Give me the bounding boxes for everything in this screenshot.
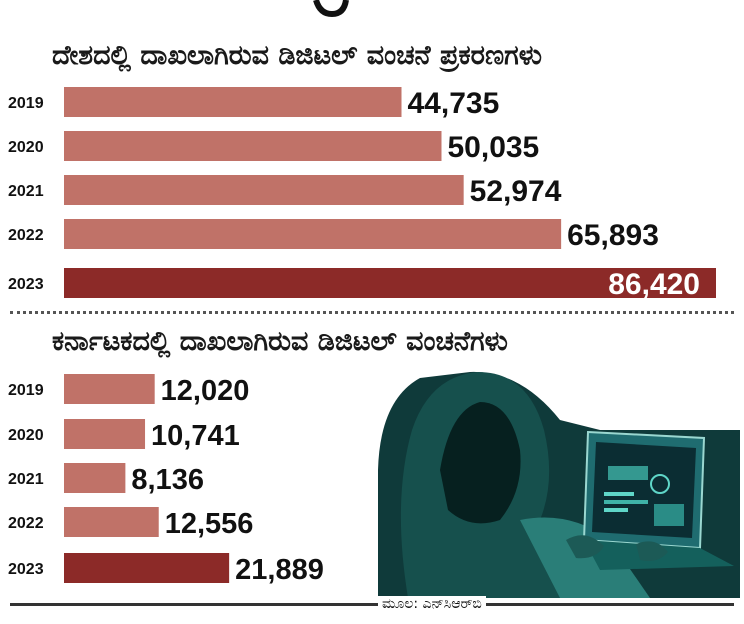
year-tick-label: 2023 — [8, 561, 44, 578]
national-chart-title: ದೇಶದಲ್ಲಿ ದಾಖಲಾಗಿರುವ ಡಿಜಿಟಲ್ ವಂಚನೆ ಪ್ರಕರಣ… — [52, 40, 542, 71]
laptop — [582, 430, 734, 570]
bar-2021 — [64, 175, 464, 205]
bar-2022 — [64, 507, 159, 537]
year-tick-label: 2022 — [8, 227, 44, 244]
bottom-rule — [10, 603, 734, 606]
year-tick-label: 2021 — [8, 183, 44, 200]
bar-2020 — [64, 419, 146, 449]
year-tick-label: 2020 — [8, 139, 44, 156]
masthead-glyph-fragment — [313, 0, 349, 18]
karnataka-chart-title: ಕರ್ನಾಟಕದಲ್ಲಿ ದಾಖಲಾಗಿರುವ ಡಿಜಿಟಲ್ ವಂಚನೆಗಳು — [52, 326, 508, 357]
year-tick-label: 2021 — [8, 471, 44, 488]
year-tick-label: 2019 — [8, 95, 44, 112]
bar-2022 — [64, 219, 562, 249]
section-divider — [10, 311, 734, 314]
value-label: 65,893 — [567, 219, 659, 252]
value-label: 52,974 — [470, 175, 562, 208]
year-tick-label: 2023 — [8, 276, 44, 293]
bar-2023 — [64, 268, 716, 298]
value-label: 86,420 — [608, 268, 700, 301]
bar-2021 — [64, 463, 126, 493]
year-tick-label: 2022 — [8, 515, 44, 532]
value-label: 12,020 — [161, 375, 250, 407]
year-tick-label: 2020 — [8, 427, 44, 444]
bar-2020 — [64, 131, 442, 161]
value-label: 12,556 — [165, 508, 254, 540]
value-label: 10,741 — [151, 420, 240, 452]
bar-2023 — [64, 553, 230, 583]
value-label: 21,889 — [235, 554, 324, 586]
national-chart: 2019 44,735 2020 50,035 2021 52,974 2022 65,893… — [8, 87, 716, 301]
value-label: 44,735 — [408, 87, 500, 120]
bar-2019 — [64, 87, 402, 117]
bar-2019 — [64, 374, 155, 404]
value-label: 50,035 — [447, 131, 539, 164]
hacker-illustration — [378, 371, 740, 598]
source-credit: ಮೂಲ: ಎನ್‌ಸಿಆರ್‌ಬಿ — [378, 596, 486, 612]
year-tick-label: 2019 — [8, 382, 44, 399]
karnataka-chart: 2019 12,020 2020 10,741 2021 8,136 2022 12,556 2… — [8, 374, 324, 586]
value-label: 8,136 — [131, 464, 204, 496]
